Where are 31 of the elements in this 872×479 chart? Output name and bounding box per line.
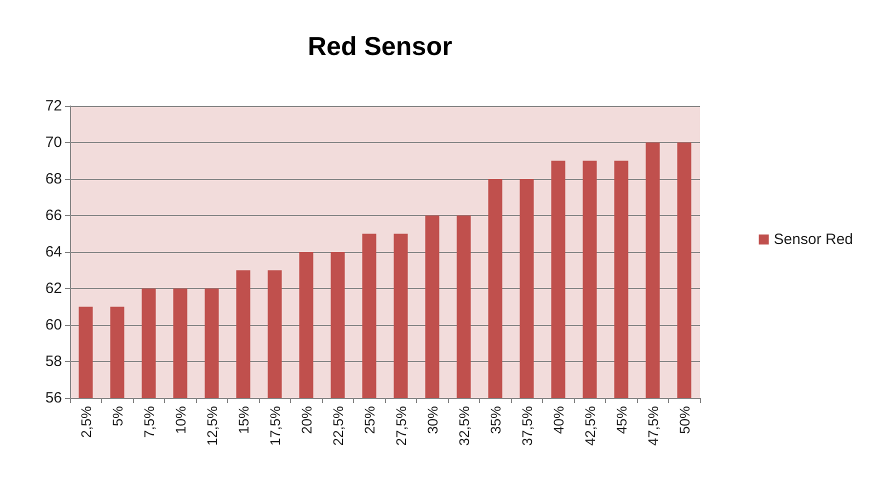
- y-tick-label: 72: [45, 98, 62, 114]
- x-tick-label: 32,5%: [456, 406, 472, 446]
- chart-title: Red Sensor: [308, 31, 452, 61]
- x-tick-label: 45%: [613, 406, 630, 434]
- x-tick-label: 35%: [487, 406, 504, 434]
- x-tick-label: 10%: [172, 406, 188, 434]
- x-tick-label: 37,5%: [518, 406, 535, 446]
- x-tick-label: 15%: [235, 406, 252, 434]
- y-tick-label: 68: [45, 170, 62, 188]
- y-tick-label: 66: [45, 207, 62, 224]
- x-tick-label: 27,5%: [392, 406, 409, 446]
- x-tick-label: 25%: [361, 406, 378, 434]
- x-tick-label: 7,5%: [140, 406, 157, 438]
- x-tick-label: 22,5%: [330, 406, 346, 446]
- y-tick-label: 56: [45, 390, 62, 406]
- x-tick-label: 30%: [424, 406, 440, 434]
- x-tick-label: 42,5%: [582, 406, 598, 446]
- x-tick-label: 20%: [298, 406, 314, 434]
- y-tick-label: 60: [45, 316, 62, 334]
- x-tick-label: 47,5%: [644, 406, 661, 446]
- x-tick-label: 5%: [109, 406, 126, 426]
- x-tick-label: 17,5%: [266, 406, 283, 446]
- y-tick-label: 64: [45, 244, 62, 260]
- x-tick-label: 12,5%: [204, 406, 220, 446]
- y-tick-label: 70: [45, 134, 62, 151]
- y-tick-label: 62: [45, 280, 62, 297]
- y-tick-label: 58: [45, 353, 62, 370]
- x-tick-label: 50%: [676, 406, 692, 434]
- x-tick-label: 40%: [550, 406, 566, 434]
- legend-label: Sensor Red: [774, 231, 854, 248]
- x-tick-label: 2,5%: [78, 406, 94, 438]
